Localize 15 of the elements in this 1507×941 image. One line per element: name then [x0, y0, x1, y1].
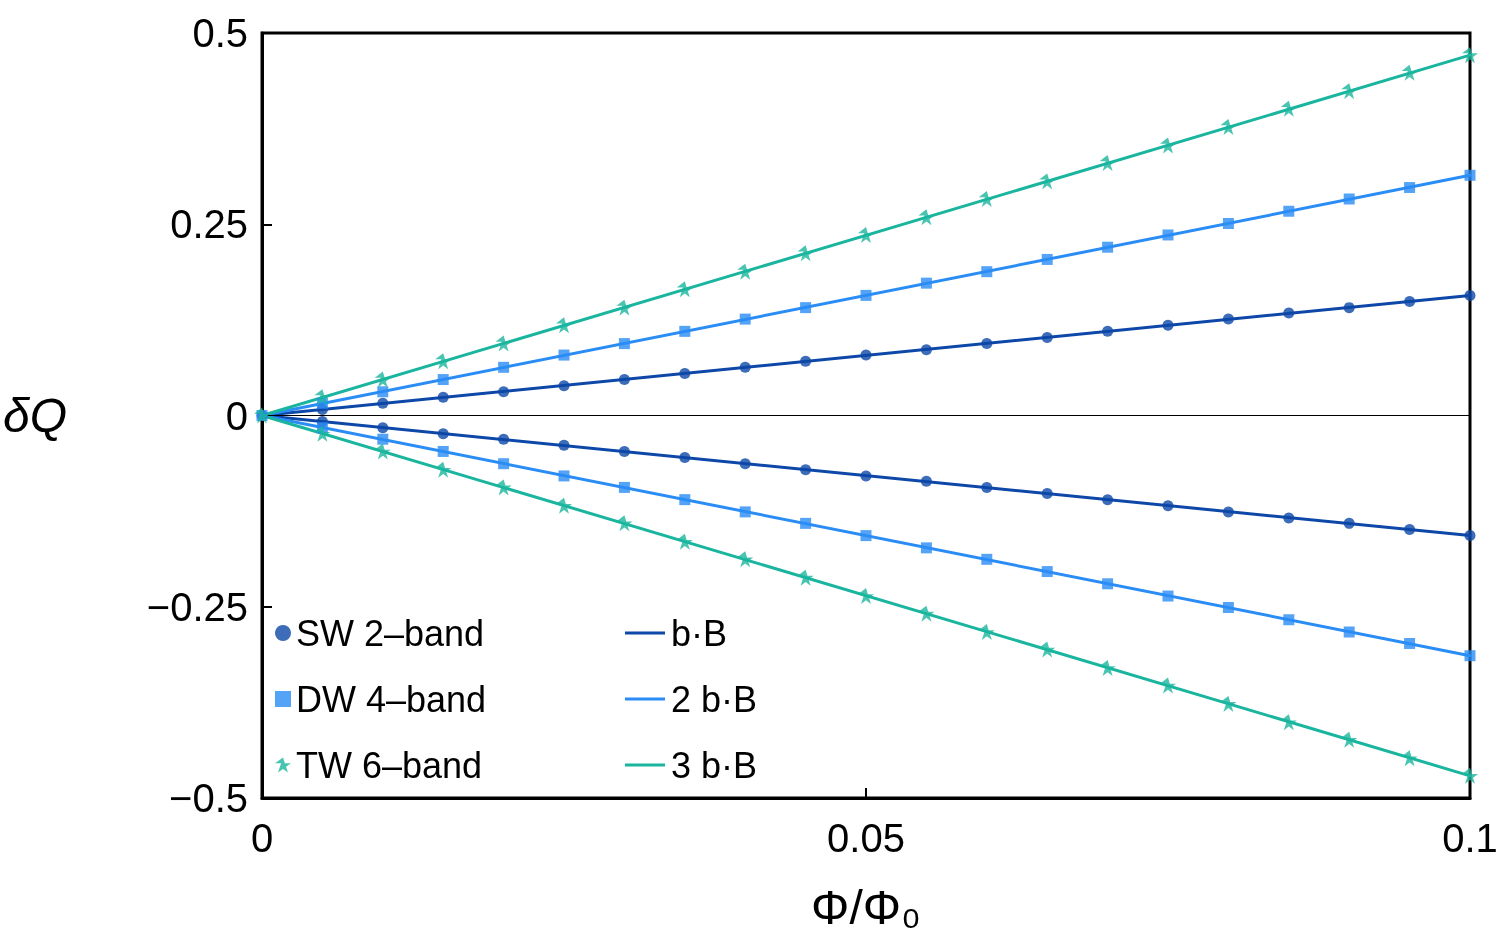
y-tick-label: 0.25: [170, 202, 249, 247]
legend-label: TW 6‒band: [296, 744, 483, 786]
legend-label: 3 b·B: [671, 744, 758, 786]
legend-label: DW 4‒band: [296, 678, 487, 720]
y-tick-label: 0.5: [192, 11, 249, 55]
y-tick-label: 0: [225, 393, 249, 438]
y-axis-title: δQ: [2, 389, 68, 442]
x-axis-title: Φ/Φ₀: [811, 880, 921, 934]
y-tick-label: −0.5: [169, 776, 249, 820]
legend-label: 2 b·B: [671, 678, 758, 720]
legend-label: b·B: [671, 612, 728, 654]
y-tick-label: −0.25: [146, 584, 249, 629]
legend-label: SW 2‒band: [296, 612, 485, 654]
x-tick-label: 0.05: [827, 816, 905, 860]
x-tick-label: 0.1: [1442, 816, 1498, 860]
